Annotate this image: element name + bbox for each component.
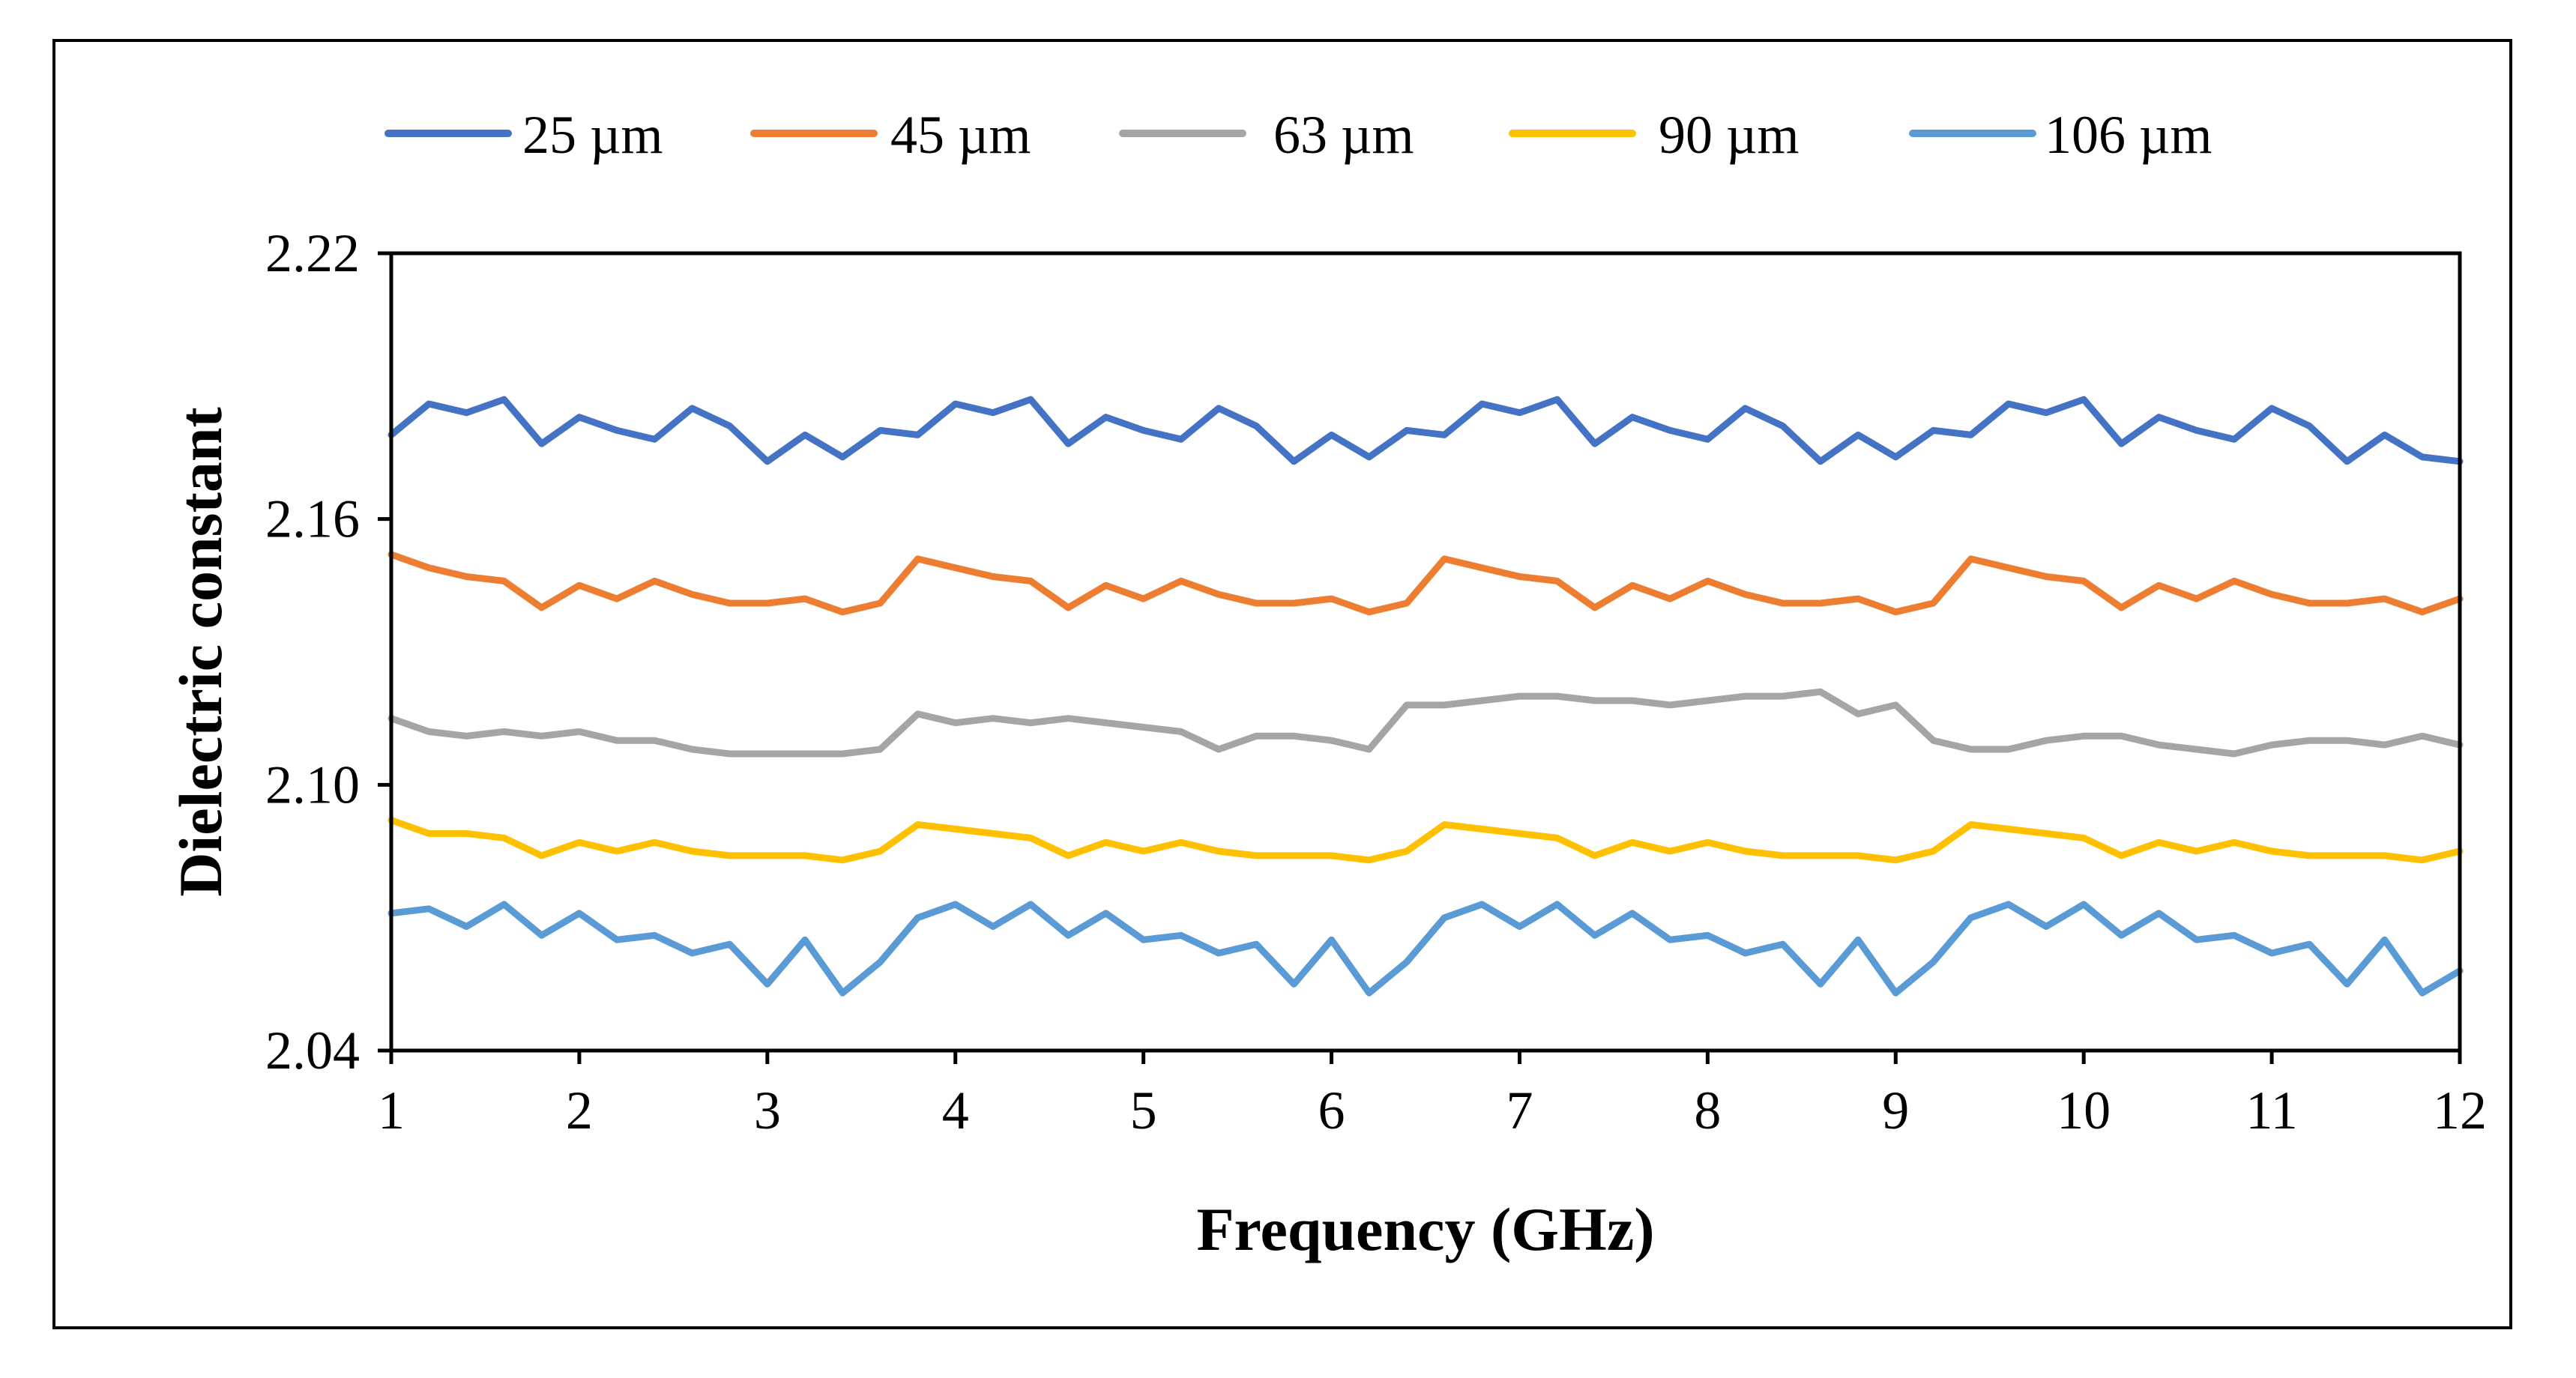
legend-item-3: 63 µm (1119, 105, 1414, 165)
x-tick-label: 10 (2057, 1081, 2111, 1140)
series-line-3 (387, 688, 2464, 758)
series-layer (387, 396, 2464, 997)
x-tick-label: 1 (378, 1081, 405, 1140)
legend-item-1: 25 µm (384, 105, 663, 165)
legend: 25 µm 45 µm 63 µm 90 µm 106 µm (384, 105, 2212, 165)
legend-item-4: 90 µm (1509, 105, 1800, 165)
series-line-4 (387, 817, 2464, 864)
series-line-2 (387, 551, 2464, 616)
legend-label: 63 µm (1273, 105, 1414, 165)
x-tick-label: 3 (754, 1081, 781, 1140)
x-axis-title: Frequency (GHz) (1196, 1195, 1654, 1263)
x-tick-label: 9 (1882, 1081, 1909, 1140)
y-tick-label: 2.04 (265, 1021, 360, 1081)
series-line-5 (387, 901, 2464, 997)
x-tick-label: 12 (2433, 1081, 2487, 1140)
x-tick-label: 2 (566, 1081, 593, 1140)
legend-label: 106 µm (2045, 105, 2212, 165)
y-axis-title: Dielectric constant (166, 407, 235, 896)
y-tick-label: 2.16 (265, 489, 360, 549)
x-tick-label: 8 (1694, 1081, 1721, 1140)
legend-label: 90 µm (1659, 105, 1800, 165)
legend-label: 25 µm (522, 105, 663, 165)
y-axis: 2.04 2.10 2.16 2.22 (265, 223, 391, 1081)
x-tick-label: 7 (1506, 1081, 1533, 1140)
legend-item-5: 106 µm (1909, 105, 2212, 165)
x-tick-label: 6 (1318, 1081, 1345, 1140)
x-tick-label: 11 (2245, 1081, 2297, 1140)
x-tick-label: 5 (1130, 1081, 1157, 1140)
plot-area (389, 251, 2462, 1053)
legend-label: 45 µm (890, 105, 1031, 165)
x-axis: 1 2 3 4 5 6 7 8 9 10 11 12 (378, 1051, 2487, 1140)
x-tick-label: 4 (942, 1081, 969, 1140)
legend-item-2: 45 µm (750, 105, 1031, 165)
series-line-1 (387, 396, 2464, 465)
y-tick-label: 2.22 (265, 223, 360, 283)
y-tick-label: 2.10 (265, 755, 360, 815)
